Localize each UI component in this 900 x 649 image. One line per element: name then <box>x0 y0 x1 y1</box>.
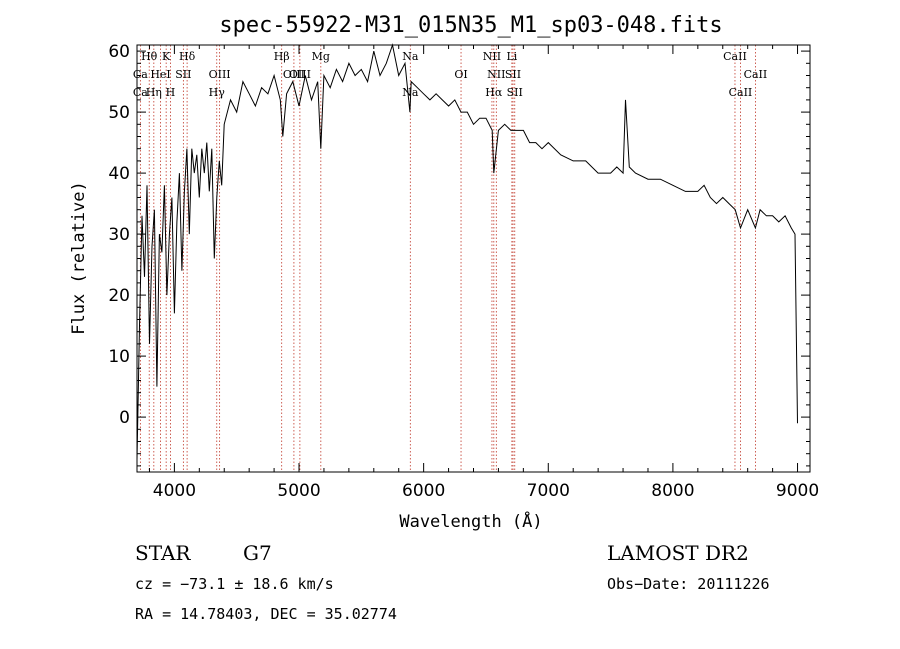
line-label: OI <box>454 68 467 81</box>
redshift-value: cz = −73.1 ± 18.6 km/s <box>135 575 334 593</box>
x-tick-label: 9000 <box>776 481 819 501</box>
line-label: OIII <box>283 68 305 81</box>
chart-title: spec-55922-M31_015N35_M1_sp03-048.fits <box>219 13 722 38</box>
line-label: SII <box>507 86 523 99</box>
line-label: Na <box>402 50 419 63</box>
x-tick-label: 6000 <box>402 481 445 501</box>
spectrum-line <box>136 43 798 460</box>
line-label: CaII <box>729 86 753 99</box>
line-label: Hβ <box>274 50 290 63</box>
x-tick-label: 7000 <box>527 481 570 501</box>
line-label: Hδ <box>179 50 196 63</box>
line-label: Li <box>506 50 517 63</box>
line-label: NII <box>483 50 501 63</box>
y-tick-label: 40 <box>108 164 130 184</box>
x-tick-label: 8000 <box>651 481 694 501</box>
plot-frame <box>136 44 811 473</box>
y-axis-label: Flux (relative) <box>69 181 89 335</box>
line-label: Hγ <box>209 86 226 99</box>
x-axis-label: Wavelength (Å) <box>399 510 542 532</box>
object-subclass: G7 <box>243 541 272 565</box>
y-tick-label: 50 <box>108 103 130 123</box>
object-class: STAR <box>135 541 191 565</box>
coordinates: RA = 14.78403, DEC = 35.02774 <box>135 605 397 623</box>
line-label: CaII <box>744 68 768 81</box>
spectral-line-markers <box>139 45 756 472</box>
y-tick-label: 60 <box>108 42 130 62</box>
line-label: OIII <box>209 68 231 81</box>
axis-ticks: 4000 5000 6000 7000 8000 9000 0 10 20 30 40 50 60 <box>108 42 819 501</box>
y-tick-label: 20 <box>108 286 130 306</box>
line-label: OIII <box>289 68 311 81</box>
x-tick-label: 4000 <box>153 481 196 501</box>
line-label: Hη <box>146 86 162 99</box>
line-label: Hθ <box>141 50 158 63</box>
y-tick-label: 0 <box>119 408 130 428</box>
line-label: NII <box>487 68 505 81</box>
line-label: HeI <box>150 68 170 81</box>
line-label: SII <box>505 68 521 81</box>
survey-name: LAMOST DR2 <box>607 541 749 565</box>
line-label: Ca <box>133 68 148 81</box>
y-tick-label: 30 <box>108 225 130 245</box>
y-tick-label: 10 <box>108 347 130 367</box>
line-label: Hα <box>485 86 503 99</box>
line-label: Mg <box>312 50 330 63</box>
observation-date: Obs−Date: 20111226 <box>607 575 770 593</box>
line-label: SII <box>175 68 191 81</box>
line-label: K <box>162 50 171 63</box>
line-label: CaII <box>723 50 747 63</box>
x-tick-label: 5000 <box>277 481 320 501</box>
line-label: H <box>166 86 176 99</box>
